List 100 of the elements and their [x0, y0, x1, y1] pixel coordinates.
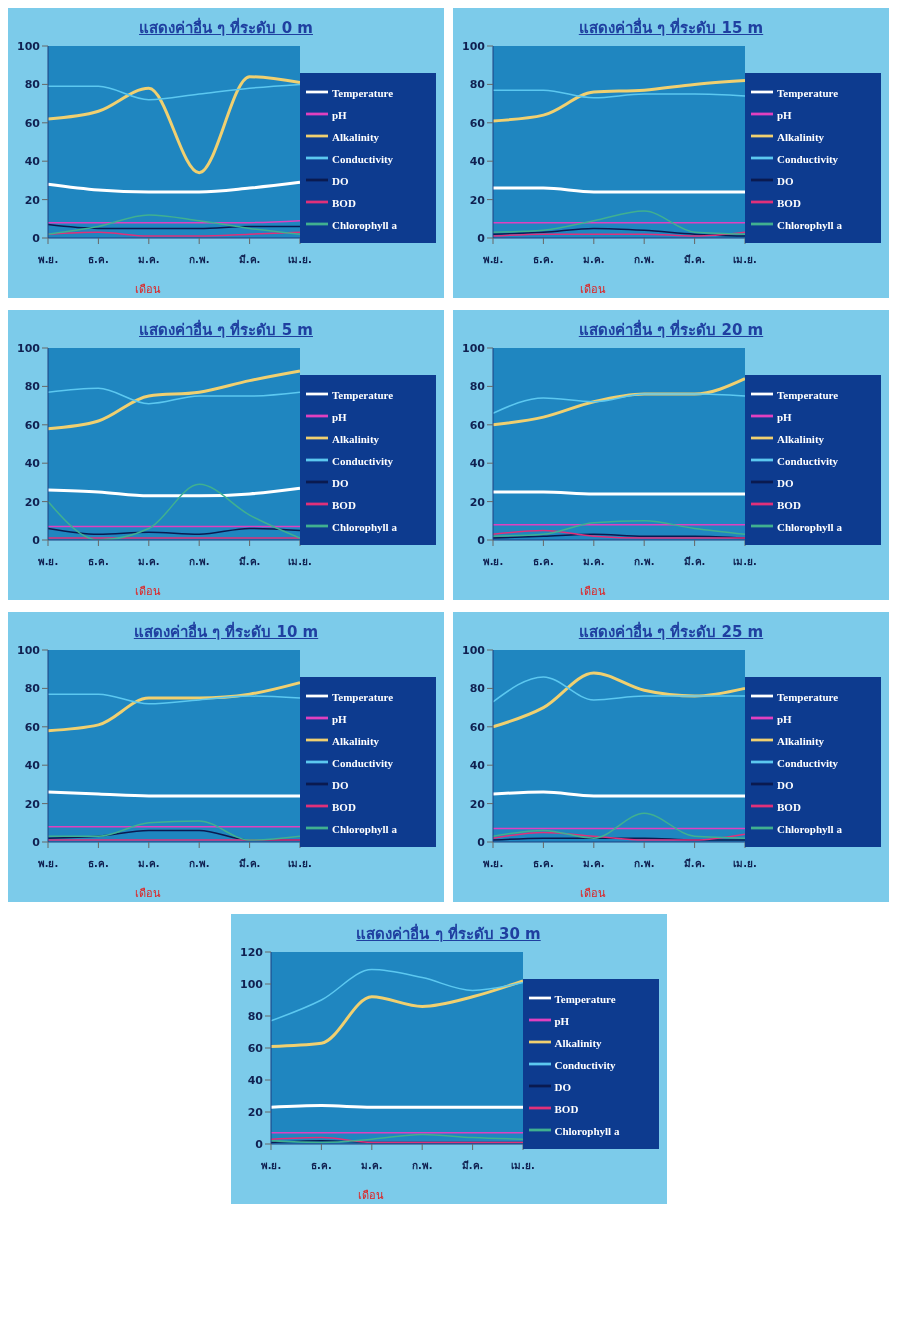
- legend-label: Alkalinity: [777, 734, 825, 747]
- legend-label: DO: [554, 1080, 571, 1093]
- chart-title: แสดงค่าอื่น ๆ ที่ระดับ 5 m: [138, 318, 314, 340]
- legend-label: pH: [332, 410, 347, 423]
- legend-label: DO: [777, 778, 794, 791]
- y-tick-label: 100: [17, 643, 41, 657]
- chart-title: แสดงค่าอื่น ๆ ที่ระดับ 25 m: [577, 620, 765, 642]
- legend-label: BOD: [332, 800, 356, 813]
- y-tick-label: 0: [32, 835, 41, 849]
- legend-label: BOD: [777, 800, 801, 813]
- x-axis-title: เดือน: [134, 584, 162, 600]
- x-tick-label: ก.พ.: [633, 556, 655, 568]
- y-tick-label: 80: [24, 682, 41, 696]
- chart-title: แสดงค่าอื่น ๆ ที่ระดับ 0 m: [138, 16, 314, 38]
- x-tick-label: เม.ย.: [733, 858, 757, 870]
- legend-label: Alkalinity: [332, 130, 380, 143]
- x-tick-label: เม.ย.: [288, 858, 312, 870]
- chart-title: แสดงค่าอื่น ๆ ที่ระดับ 30 m: [355, 922, 542, 944]
- y-tick-label: 80: [469, 78, 486, 92]
- x-tick-label: เม.ย.: [733, 254, 757, 266]
- x-tick-label: ก.พ.: [633, 858, 655, 870]
- x-axis-title: เดือน: [579, 886, 607, 902]
- legend-label: BOD: [554, 1102, 579, 1115]
- x-axis-title: เดือน: [579, 282, 607, 298]
- x-tick-label: พ.ย.: [482, 556, 504, 568]
- legend-label: Conductivity: [777, 454, 839, 467]
- legend-label: Conductivity: [332, 152, 394, 165]
- legend-label: Chlorophyll a: [777, 822, 842, 835]
- y-tick-label: 40: [469, 155, 486, 169]
- x-axis-title: เดือน: [134, 886, 162, 902]
- x-tick-label: ม.ค.: [360, 1160, 383, 1172]
- chart-title: แสดงค่าอื่น ๆ ที่ระดับ 10 m: [132, 620, 320, 642]
- x-tick-label: ม.ค.: [138, 254, 160, 266]
- y-tick-label: 80: [24, 380, 41, 394]
- y-tick-label: 0: [477, 231, 486, 245]
- x-tick-label: ม.ค.: [138, 858, 160, 870]
- legend-label: Temperature: [777, 690, 839, 703]
- legend-label: DO: [777, 174, 794, 187]
- x-tick-label: ก.พ.: [188, 254, 210, 266]
- y-tick-label: 20: [469, 495, 486, 509]
- legend-label: BOD: [332, 196, 356, 209]
- x-tick-label: มี.ค.: [683, 254, 706, 266]
- x-tick-label: เม.ย.: [733, 556, 757, 568]
- y-tick-label: 60: [24, 418, 41, 432]
- x-tick-label: มี.ค.: [238, 556, 261, 568]
- x-tick-label: เม.ย.: [288, 254, 312, 266]
- x-axis-title: เดือน: [579, 584, 607, 600]
- legend-label: pH: [554, 1014, 570, 1027]
- y-tick-label: 100: [462, 643, 486, 657]
- legend-label: Chlorophyll a: [332, 520, 397, 533]
- x-axis-title: เดือน: [134, 282, 162, 298]
- y-tick-label: 20: [24, 797, 41, 811]
- legend-label: Alkalinity: [777, 130, 825, 143]
- legend-label: pH: [332, 108, 347, 121]
- y-tick-label: 100: [462, 341, 486, 355]
- x-tick-label: เม.ย.: [288, 556, 312, 568]
- x-tick-label: พ.ย.: [260, 1160, 281, 1172]
- y-tick-label: 60: [24, 720, 41, 734]
- legend-label: BOD: [332, 498, 356, 511]
- x-tick-label: ก.พ.: [633, 254, 655, 266]
- legend-label: DO: [332, 476, 349, 489]
- y-tick-label: 100: [462, 39, 486, 53]
- y-tick-label: 20: [469, 797, 486, 811]
- y-tick-label: 40: [469, 457, 486, 471]
- x-tick-label: ก.พ.: [188, 858, 210, 870]
- legend-label: DO: [332, 174, 349, 187]
- y-tick-label: 80: [469, 380, 486, 394]
- y-tick-label: 0: [254, 1137, 263, 1151]
- x-tick-label: มี.ค.: [461, 1160, 483, 1172]
- chart-title: แสดงค่าอื่น ๆ ที่ระดับ 15 m: [577, 16, 765, 38]
- legend-label: Chlorophyll a: [554, 1124, 620, 1137]
- x-axis-title: เดือน: [356, 1188, 385, 1204]
- x-tick-label: ธ.ค.: [88, 556, 109, 568]
- x-tick-label: ก.พ.: [188, 556, 210, 568]
- y-tick-label: 0: [32, 231, 41, 245]
- y-tick-label: 20: [24, 495, 41, 509]
- legend-label: Alkalinity: [332, 432, 380, 445]
- y-tick-label: 100: [17, 341, 41, 355]
- legend-label: BOD: [777, 498, 801, 511]
- y-tick-label: 40: [247, 1073, 263, 1087]
- x-tick-label: พ.ย.: [37, 556, 59, 568]
- legend-label: Conductivity: [332, 756, 394, 769]
- y-tick-label: 60: [24, 116, 41, 130]
- y-tick-label: 60: [247, 1041, 263, 1055]
- y-tick-label: 80: [24, 78, 41, 92]
- x-tick-label: ธ.ค.: [533, 858, 554, 870]
- chart-title: แสดงค่าอื่น ๆ ที่ระดับ 20 m: [577, 318, 765, 340]
- y-tick-label: 100: [17, 39, 41, 53]
- x-tick-label: ธ.ค.: [88, 254, 109, 266]
- y-tick-label: 40: [24, 457, 41, 471]
- legend-label: Alkalinity: [777, 432, 825, 445]
- legend-label: pH: [777, 712, 792, 725]
- y-tick-label: 0: [477, 835, 486, 849]
- legend-label: Chlorophyll a: [332, 822, 397, 835]
- legend-label: Chlorophyll a: [777, 520, 842, 533]
- legend-label: Temperature: [777, 86, 839, 99]
- x-tick-label: ก.พ.: [411, 1160, 432, 1172]
- legend-label: Conductivity: [777, 756, 839, 769]
- legend-label: pH: [777, 410, 792, 423]
- x-tick-label: มี.ค.: [683, 858, 706, 870]
